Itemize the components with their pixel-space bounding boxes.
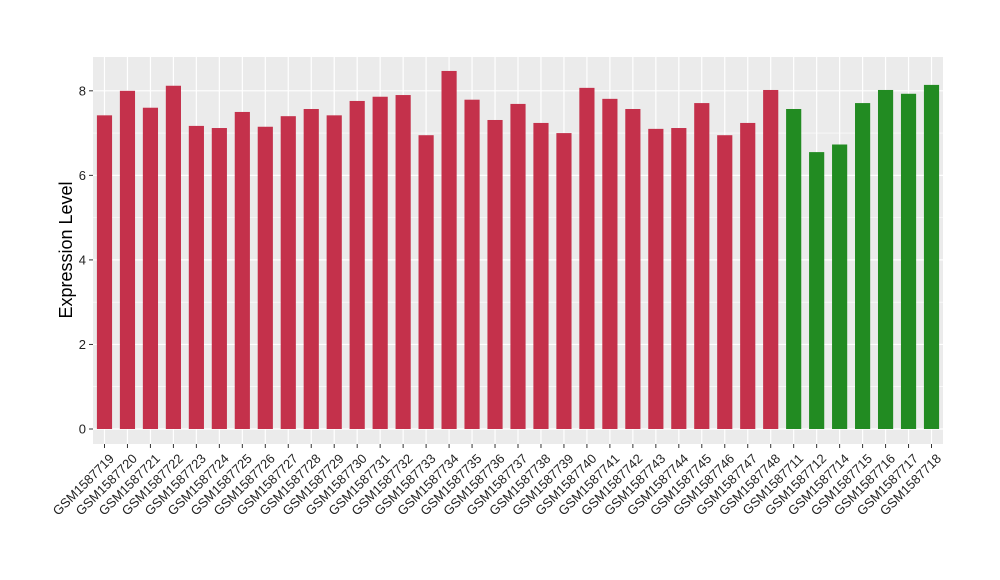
bar: [188, 125, 204, 430]
bar: [602, 98, 618, 429]
y-axis-ticks: 0 2 4 6 8: [79, 83, 93, 437]
bar: [556, 133, 572, 429]
bar: [441, 70, 457, 429]
y-tick-label: 8: [79, 83, 86, 98]
bar: [533, 122, 549, 429]
bars: [96, 70, 940, 430]
bar: [832, 144, 848, 429]
bar: [510, 103, 526, 429]
bar: [372, 96, 388, 430]
bar: [809, 152, 825, 429]
y-tick-label: 4: [79, 252, 86, 267]
y-axis-title: Expression Level: [56, 181, 76, 318]
bar: [349, 100, 365, 430]
bar: [487, 119, 503, 430]
bar: [900, 93, 917, 429]
bar: [119, 90, 136, 430]
bar: [923, 84, 940, 430]
bar: [855, 103, 871, 429]
bar: [326, 115, 342, 429]
bar: [694, 103, 710, 429]
bar: [395, 95, 411, 429]
bar: [211, 128, 227, 429]
bar: [96, 115, 113, 429]
bar: [717, 135, 733, 430]
bar: [303, 108, 319, 429]
bar: [740, 122, 756, 429]
bar: [579, 87, 595, 429]
x-axis-ticks: GSM1587719GSM1587720GSM1587721GSM1587722…: [50, 444, 944, 518]
y-tick-label: 6: [79, 168, 86, 183]
bar: [165, 85, 181, 429]
bar: [142, 107, 159, 430]
bar: [257, 126, 273, 429]
bar: [625, 108, 641, 429]
y-tick-label: 0: [79, 422, 86, 437]
y-tick-label: 2: [79, 337, 86, 352]
bar: [648, 128, 664, 429]
bar: [671, 128, 687, 429]
bar: [763, 89, 779, 430]
bar: [280, 116, 296, 429]
bar: [464, 99, 480, 429]
bar: [877, 89, 894, 430]
bar: [418, 135, 434, 430]
bar: [786, 108, 802, 429]
bar: [234, 111, 250, 430]
